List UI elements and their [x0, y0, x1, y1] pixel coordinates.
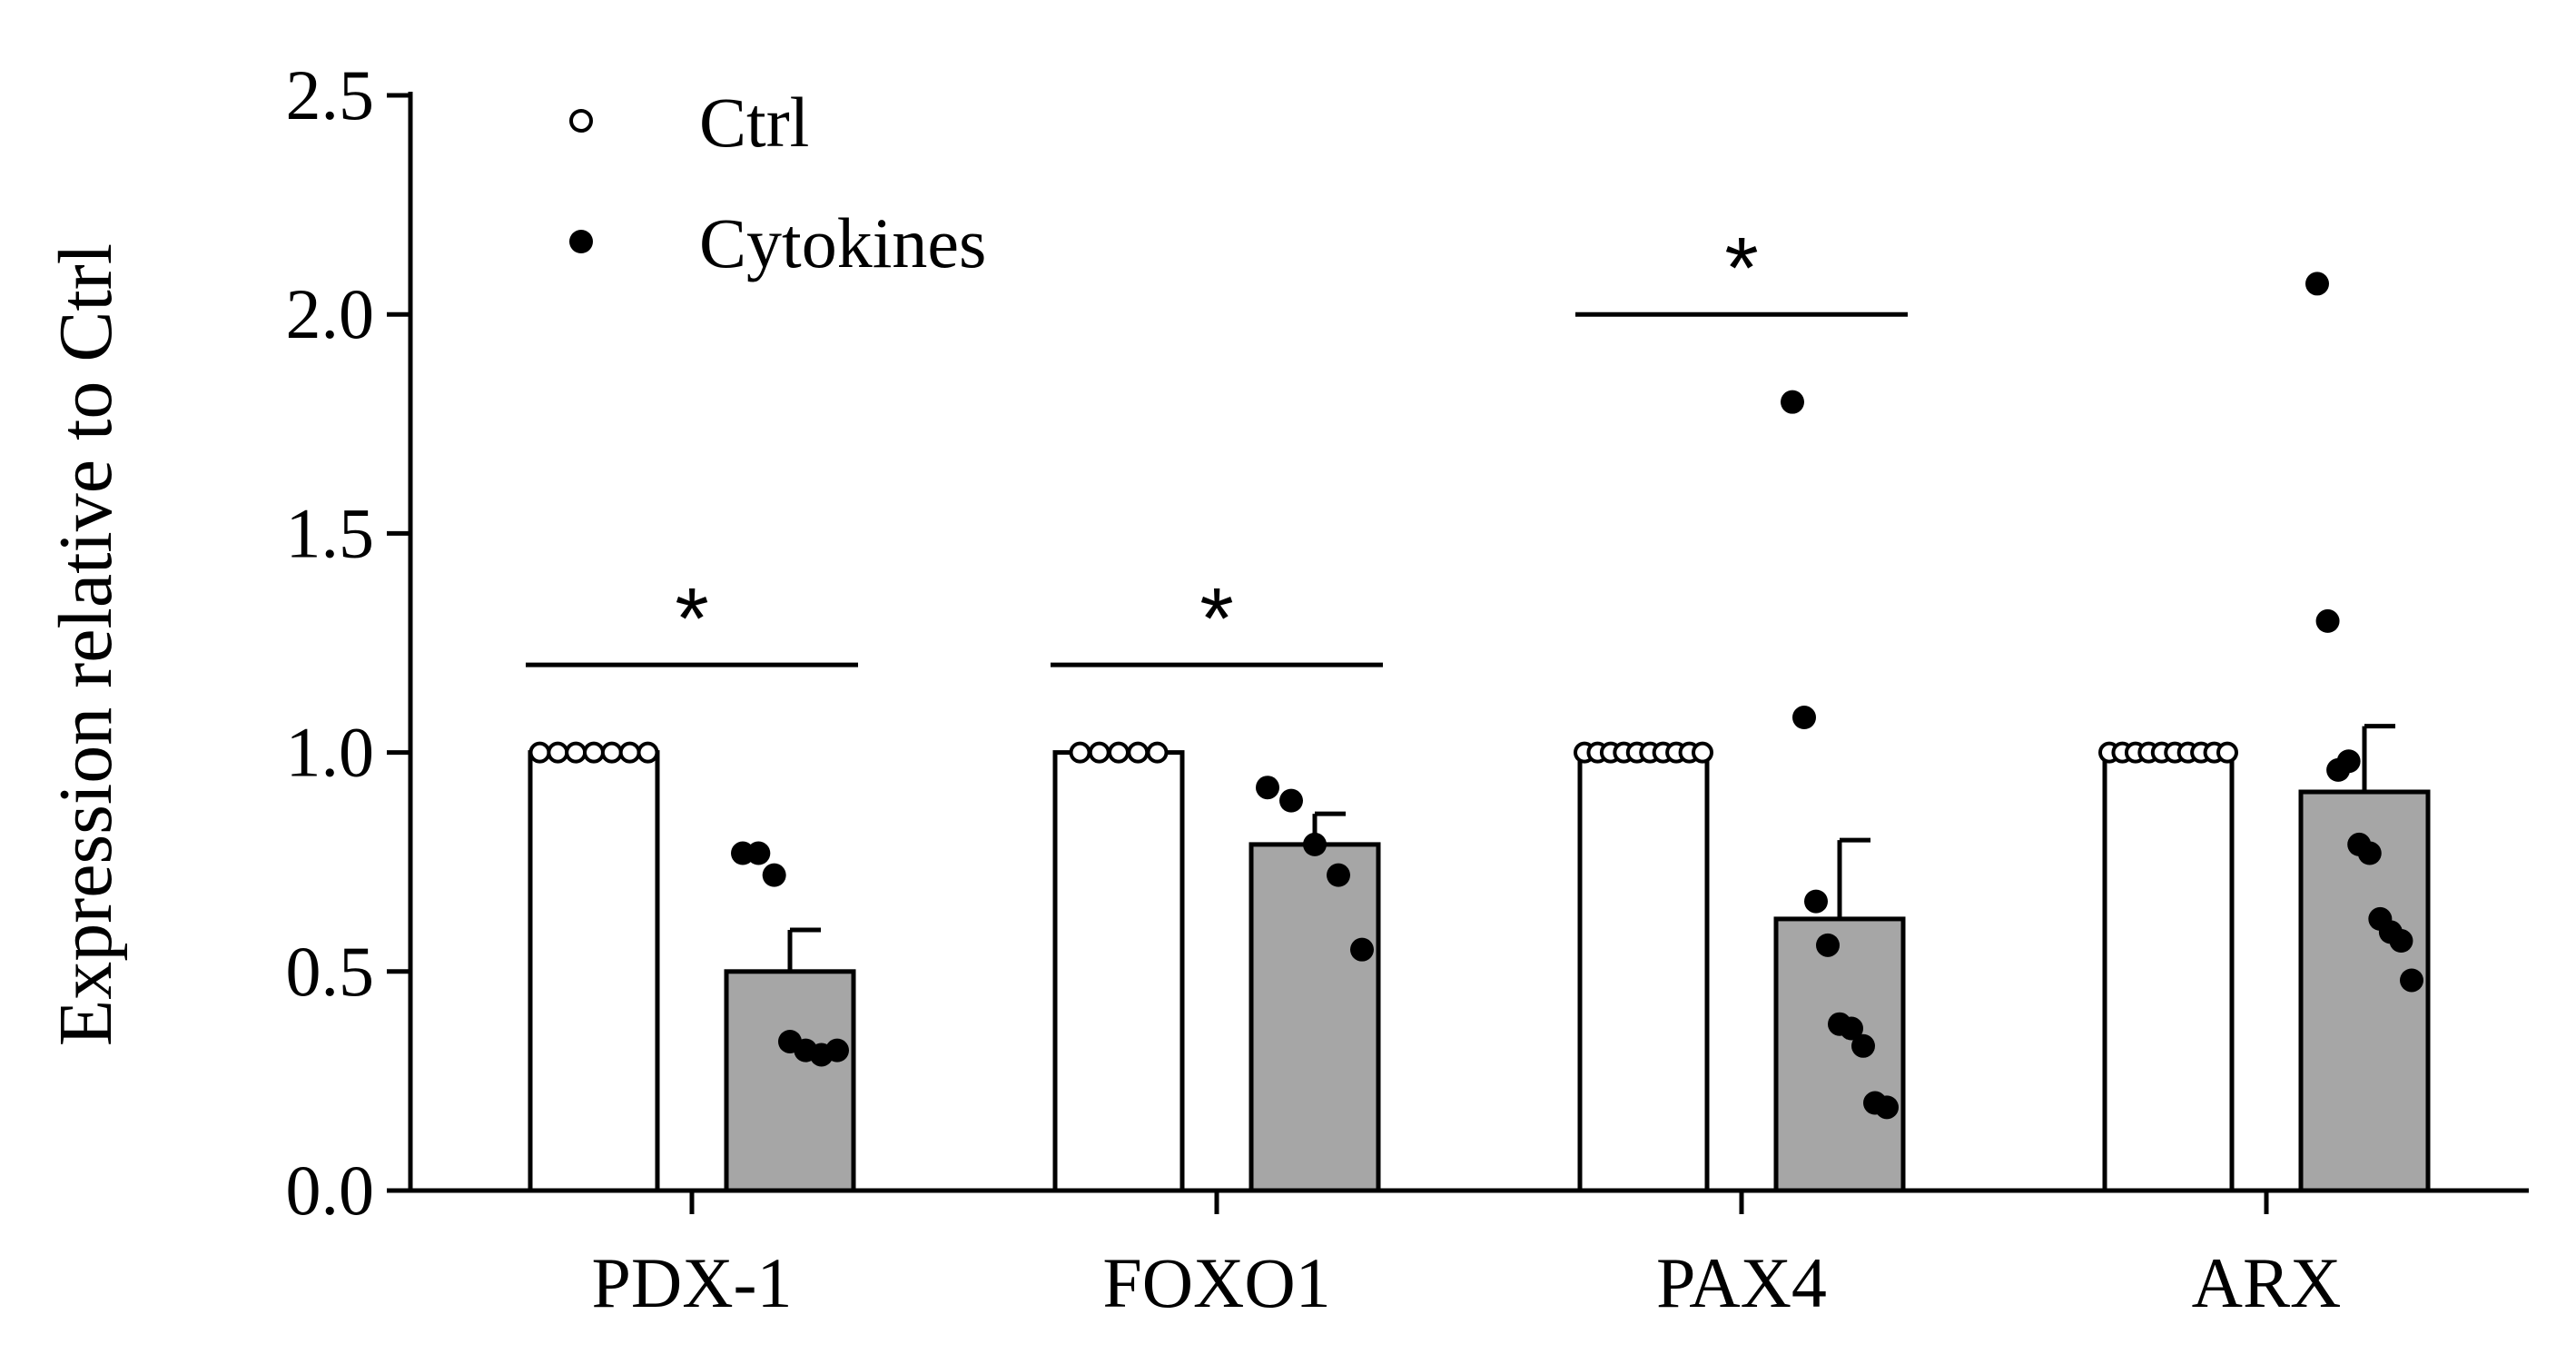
data-point	[2357, 841, 2382, 865]
data-point	[1350, 937, 1374, 962]
data-point	[2389, 929, 2413, 954]
x-tick-label: FOXO1	[1102, 1243, 1330, 1322]
data-point	[1303, 832, 1327, 856]
data-point	[2400, 968, 2423, 993]
y-axis-label: Expression relative to Ctrl	[44, 243, 128, 1046]
data-point	[547, 741, 569, 764]
x-tick-label: PAX4	[1656, 1243, 1827, 1322]
bar	[1577, 750, 1710, 1193]
data-point	[1256, 776, 1279, 800]
data-point	[528, 741, 551, 764]
bar	[1052, 750, 1185, 1193]
data-point	[637, 741, 659, 764]
plot-area: 0.0 0.5 1.0 1.5 2.0 2.5 PDX-1 FOXO1 PAX4 ARX * * *	[286, 55, 2529, 1322]
data-point	[1792, 706, 1816, 730]
legend-marker-ctrl	[569, 109, 593, 133]
data-point	[825, 1038, 849, 1063]
bar	[724, 969, 856, 1193]
significance-star: *	[1724, 220, 1758, 317]
data-point	[1804, 889, 1828, 914]
x-tick-label: ARX	[2192, 1243, 2342, 1322]
data-point	[1108, 741, 1130, 764]
data-point	[1875, 1095, 1899, 1120]
bar	[2102, 750, 2235, 1193]
data-point	[600, 741, 623, 764]
y-tick-label: 2.0	[286, 274, 375, 353]
data-point	[2216, 741, 2238, 764]
significance-star: *	[1199, 570, 1233, 667]
data-point	[746, 841, 771, 865]
x-tick-label: PDX-1	[591, 1243, 792, 1322]
data-point	[1840, 1016, 1863, 1041]
y-tick-label: 2.5	[286, 55, 375, 134]
data-point	[1816, 933, 1840, 957]
significance-star: *	[675, 570, 708, 667]
bar	[1249, 842, 1381, 1193]
data-point	[1692, 741, 1713, 764]
data-point	[1146, 741, 1169, 764]
legend-marker-cytokines	[569, 230, 593, 253]
data-point	[1851, 1033, 1875, 1058]
data-point	[1069, 741, 1091, 764]
legend: Ctrl Cytokines	[569, 83, 986, 282]
y-tick-label: 1.0	[286, 713, 375, 792]
legend-label: Cytokines	[699, 203, 986, 282]
data-point	[1127, 741, 1150, 764]
legend-label: Ctrl	[699, 83, 809, 162]
y-tick-label: 0.0	[286, 1151, 375, 1230]
data-point	[2315, 608, 2340, 633]
data-point	[1279, 788, 1303, 813]
data-point	[618, 741, 641, 764]
data-point	[1781, 390, 1804, 414]
bar	[528, 750, 660, 1193]
data-point	[1088, 741, 1110, 764]
y-tick-label: 1.5	[286, 493, 375, 572]
bar	[1773, 916, 1906, 1193]
data-point	[583, 741, 605, 764]
data-point	[2336, 749, 2361, 774]
data-point	[762, 863, 786, 887]
y-tick-label: 0.5	[286, 932, 375, 1011]
data-point	[1327, 863, 1350, 887]
data-point	[2305, 272, 2329, 296]
data-point	[565, 741, 587, 764]
